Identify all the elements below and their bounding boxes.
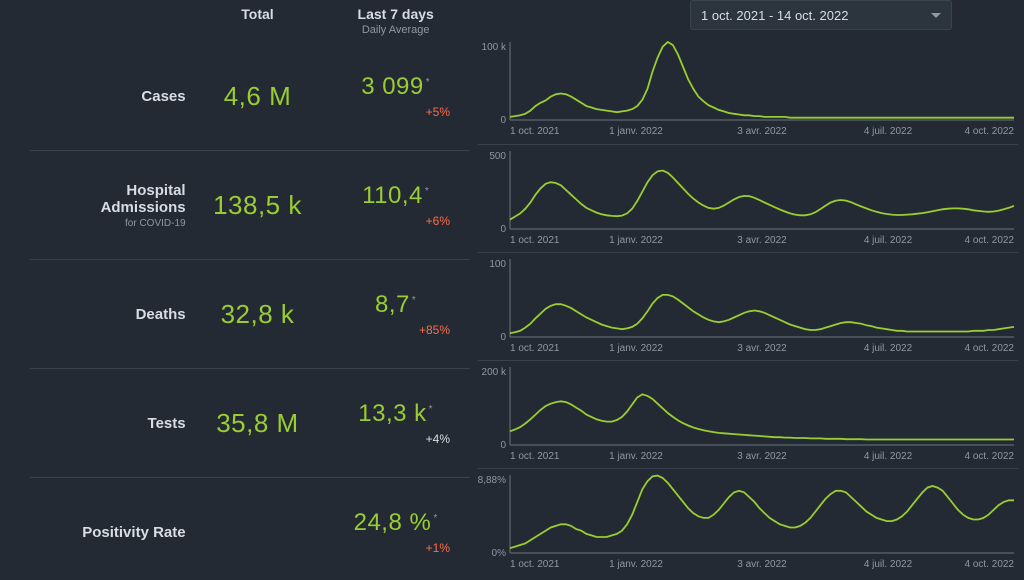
svg-text:200 k: 200 k xyxy=(482,367,507,378)
hospital-admissions-sublabel: for COVID-19 xyxy=(38,218,186,229)
svg-text:48,88%: 48,88% xyxy=(478,475,506,486)
date-range-picker[interactable]: 1 oct. 2021 - 14 oct. 2022 xyxy=(690,0,952,30)
svg-text:1 janv. 2022: 1 janv. 2022 xyxy=(609,451,663,462)
tests-avg: 13,3 k* xyxy=(358,400,433,427)
footnote-asterisk: * xyxy=(429,404,433,415)
svg-text:4 juil. 2022: 4 juil. 2022 xyxy=(864,559,913,570)
metrics-table: Total Last 7 days Daily Average Cases 4,6… xyxy=(30,0,470,580)
svg-text:3 avr. 2022: 3 avr. 2022 xyxy=(737,126,787,137)
svg-text:4 juil. 2022: 4 juil. 2022 xyxy=(864,126,913,137)
svg-text:500: 500 xyxy=(489,151,506,162)
svg-text:0: 0 xyxy=(500,332,506,343)
deaths-total: 32,8 k xyxy=(221,299,295,329)
footnote-asterisk: * xyxy=(412,295,416,306)
positivity-rate-delta: +1% xyxy=(329,541,462,555)
svg-text:1 oct. 2021: 1 oct. 2021 xyxy=(510,451,560,462)
cases-chart: 100 k 0 1 oct. 2021 1 janv. 2022 3 avr. 2022… xyxy=(478,36,1018,144)
footnote-asterisk: * xyxy=(433,513,437,524)
hospital-admissions-avg: 110,4* xyxy=(362,182,429,209)
svg-text:1 oct. 2021: 1 oct. 2021 xyxy=(510,235,560,246)
svg-text:0: 0 xyxy=(500,115,506,126)
footnote-asterisk: * xyxy=(425,186,429,197)
deaths-avg: 8,7* xyxy=(375,291,416,318)
svg-text:4 oct. 2022: 4 oct. 2022 xyxy=(965,126,1015,137)
svg-text:3 avr. 2022: 3 avr. 2022 xyxy=(737,559,787,570)
svg-text:4 juil. 2022: 4 juil. 2022 xyxy=(864,343,913,354)
svg-text:1 oct. 2021: 1 oct. 2021 xyxy=(510,126,560,137)
hospital-admissions-total: 138,5 k xyxy=(213,190,302,220)
positivity-rate-label: Positivity Rate xyxy=(38,524,186,541)
svg-text:100: 100 xyxy=(489,259,506,270)
date-range-label: 1 oct. 2021 - 14 oct. 2022 xyxy=(701,8,848,23)
tests-delta: +4% xyxy=(329,432,462,446)
tests-label: Tests xyxy=(38,415,186,432)
tests-chart: 200 k 0 1 oct. 2021 1 janv. 2022 3 avr. 2022… xyxy=(478,360,1018,468)
svg-text:1 janv. 2022: 1 janv. 2022 xyxy=(609,126,663,137)
deaths-chart: 100 0 1 oct. 2021 1 janv. 2022 3 avr. 2022 4 … xyxy=(478,252,1018,360)
svg-text:3 avr. 2022: 3 avr. 2022 xyxy=(737,343,787,354)
svg-text:1 oct. 2021: 1 oct. 2021 xyxy=(510,343,560,354)
deaths-label: Deaths xyxy=(38,306,186,323)
svg-text:4 oct. 2022: 4 oct. 2022 xyxy=(965,235,1015,246)
positivity-rate-avg: 24,8 %* xyxy=(354,509,438,536)
header-avg: Last 7 days xyxy=(321,0,470,24)
svg-text:3 avr. 2022: 3 avr. 2022 xyxy=(737,451,787,462)
positivity-rate-chart: 48,88% 0%1 oct. 2021 1 janv. 2022 3 avr. 20… xyxy=(478,468,1018,576)
svg-text:1 oct. 2021: 1 oct. 2021 xyxy=(510,559,560,570)
svg-text:4 juil. 2022: 4 juil. 2022 xyxy=(864,235,913,246)
hospital-admissions-delta: +6% xyxy=(329,214,462,228)
svg-text:4 juil. 2022: 4 juil. 2022 xyxy=(864,451,913,462)
hospital-admissions-chart: 500 0 1 oct. 2021 1 janv. 2022 3 avr. 2022 4 … xyxy=(478,144,1018,252)
cases-avg: 3 099* xyxy=(361,73,430,100)
svg-text:0%: 0% xyxy=(492,548,507,559)
header-total: Total xyxy=(194,0,322,24)
cases-label: Cases xyxy=(38,88,186,105)
hospital-admissions-label: Hospital Admissions xyxy=(38,182,186,216)
svg-text:4 oct. 2022: 4 oct. 2022 xyxy=(965,343,1015,354)
tests-total: 35,8 M xyxy=(216,408,299,438)
cases-total: 4,6 M xyxy=(224,81,292,111)
svg-text:0: 0 xyxy=(500,440,506,451)
svg-text:0: 0 xyxy=(500,224,506,235)
header-avg-sub: Daily Average xyxy=(321,24,470,42)
footnote-asterisk: * xyxy=(426,77,430,88)
svg-text:4 oct. 2022: 4 oct. 2022 xyxy=(965,451,1015,462)
svg-text:3 avr. 2022: 3 avr. 2022 xyxy=(737,235,787,246)
charts-column: 100 k 0 1 oct. 2021 1 janv. 2022 3 avr. 2022… xyxy=(478,36,1018,576)
svg-text:1 janv. 2022: 1 janv. 2022 xyxy=(609,559,663,570)
svg-text:1 janv. 2022: 1 janv. 2022 xyxy=(609,235,663,246)
svg-text:1 janv. 2022: 1 janv. 2022 xyxy=(609,343,663,354)
cases-delta: +5% xyxy=(329,105,462,119)
deaths-delta: +85% xyxy=(329,323,462,337)
svg-text:100 k: 100 k xyxy=(482,42,507,53)
svg-text:4 oct. 2022: 4 oct. 2022 xyxy=(965,559,1015,570)
chevron-down-icon xyxy=(931,13,941,18)
